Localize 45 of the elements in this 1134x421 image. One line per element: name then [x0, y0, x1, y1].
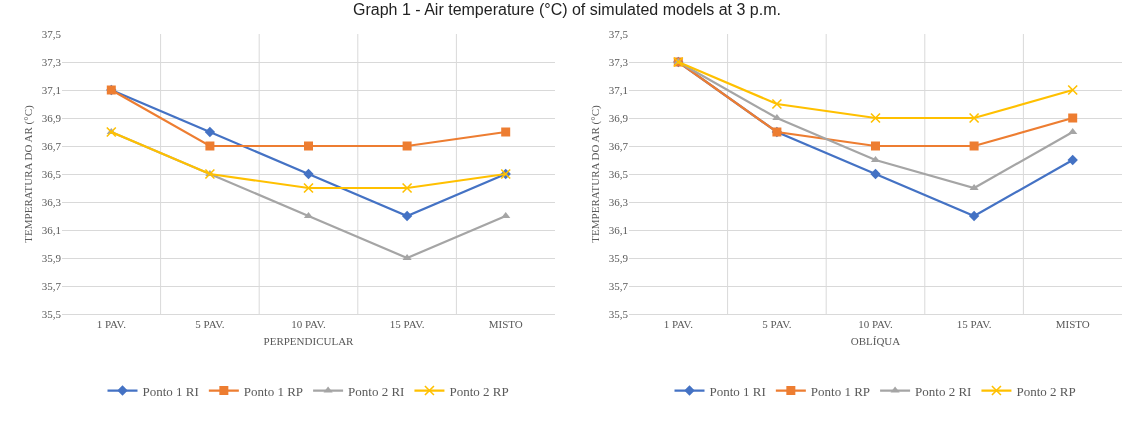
legend-label: Ponto 2 RI: [348, 383, 405, 399]
y-tick-label: 35,7: [608, 279, 629, 292]
y-axis-title: TEMPERATURA DO AR (°C): [589, 105, 603, 243]
legend-label: Ponto 1 RI: [142, 383, 199, 399]
y-tick-label: 37,3: [608, 55, 629, 68]
y-tick-label: 36,3: [41, 195, 62, 208]
x-tick-label: 15 PAV.: [389, 318, 425, 331]
legend-label: Ponto 1 RI: [709, 383, 766, 399]
y-tick-label: 35,7: [41, 279, 62, 292]
x-tick-label: 15 PAV.: [956, 318, 992, 331]
x-tick-label: 1 PAV.: [663, 318, 694, 331]
y-tick-label: 35,9: [608, 251, 629, 264]
y-tick-label: 35,5: [41, 307, 62, 320]
y-tick-label: 36,1: [41, 223, 61, 236]
y-tick-label: 37,1: [41, 83, 61, 96]
legend-label: Ponto 2 RP: [449, 383, 509, 399]
legend-label: Ponto 1 RP: [243, 383, 304, 399]
y-tick-label: 37,3: [41, 55, 62, 68]
chart-title: Graph 1 - Air temperature (°C) of simulated models at 3 p.m.: [352, 0, 782, 20]
y-tick-label: 36,1: [608, 223, 628, 236]
x-tick-label: MISTO: [1055, 318, 1090, 331]
x-axis-title: PERPENDICULAR: [263, 335, 355, 348]
x-tick-label: 10 PAV.: [858, 318, 894, 331]
y-tick-label: 36,7: [41, 139, 62, 152]
x-tick-label: 5 PAV.: [195, 318, 225, 331]
y-tick-label: 36,7: [608, 139, 629, 152]
legend-label: Ponto 2 RP: [1016, 383, 1076, 399]
y-tick-label: 37,5: [41, 27, 62, 40]
y-tick-label: 36,5: [41, 167, 62, 180]
legend-label: Ponto 2 RI: [915, 383, 972, 399]
y-tick-label: 36,3: [608, 195, 629, 208]
x-tick-label: 10 PAV.: [291, 318, 327, 331]
x-tick-label: MISTO: [488, 318, 523, 331]
y-tick-label: 37,5: [608, 27, 629, 40]
x-tick-label: 1 PAV.: [96, 318, 127, 331]
y-tick-label: 37,1: [608, 83, 628, 96]
y-tick-label: 35,9: [41, 251, 62, 264]
x-tick-label: 5 PAV.: [762, 318, 792, 331]
x-axis-title: OBLÍQUA: [850, 335, 901, 348]
y-axis-title: TEMPERATURA DO AR (°C): [22, 105, 36, 243]
legend-label: Ponto 1 RP: [810, 383, 871, 399]
y-tick-label: 35,5: [608, 307, 629, 320]
y-tick-label: 36,5: [608, 167, 629, 180]
y-tick-label: 36,9: [608, 111, 629, 124]
y-tick-label: 36,9: [41, 111, 62, 124]
